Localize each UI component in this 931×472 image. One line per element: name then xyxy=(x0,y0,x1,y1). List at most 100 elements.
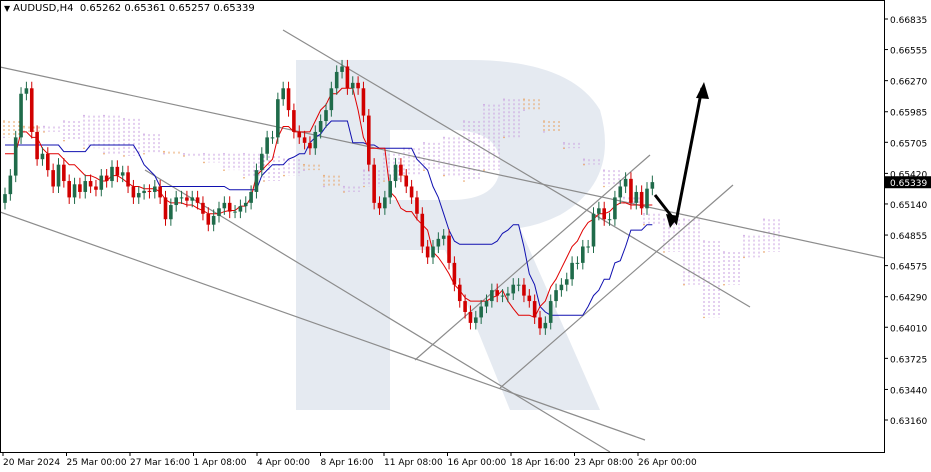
senkou-b-point xyxy=(183,152,185,155)
x-tick-label: 11 Apr 08:00 xyxy=(384,458,443,468)
candle-body xyxy=(62,164,66,182)
candle-body xyxy=(399,164,403,176)
dropdown-triangle-icon[interactable]: ▼ xyxy=(4,4,11,13)
candle-body xyxy=(538,317,542,329)
candle-body xyxy=(110,166,114,182)
senkou-a-point xyxy=(663,251,665,253)
x-tick-label: 8 Apr 16:00 xyxy=(321,458,374,468)
senkou-b-point xyxy=(283,158,285,161)
chart-header: ▼ AUDUSD,H4 0.65262 0.65361 0.65257 0.653… xyxy=(4,3,255,14)
y-tick-label: 0.63440 xyxy=(890,386,927,396)
senkou-b-point xyxy=(43,125,45,128)
kijun-sen-line xyxy=(5,120,653,316)
candle-body xyxy=(206,213,211,225)
candle-body xyxy=(629,178,633,203)
candle-body xyxy=(516,284,521,286)
candle-body xyxy=(431,246,435,258)
candle-body xyxy=(436,238,441,247)
candle-body xyxy=(350,82,355,89)
senkou-b-point xyxy=(603,169,605,171)
candle-body xyxy=(334,71,339,89)
candle-body xyxy=(222,202,227,209)
candle-body xyxy=(372,164,376,203)
senkou-b-point xyxy=(343,185,345,188)
senkou-b-point xyxy=(103,114,105,117)
candle-body xyxy=(35,131,39,160)
candle-body xyxy=(639,191,644,209)
candle-body xyxy=(56,164,61,187)
senkou-a-point xyxy=(683,283,685,286)
candle-body xyxy=(623,178,628,187)
candle-body xyxy=(474,317,478,323)
senkou-a-point xyxy=(403,174,405,177)
y-tick-label: 0.65985 xyxy=(890,109,927,119)
candle-body xyxy=(185,197,189,201)
y-tick-label: 0.66835 xyxy=(890,16,927,26)
senkou-b-point xyxy=(223,152,225,155)
candle-body xyxy=(591,213,596,247)
trendline xyxy=(144,169,611,453)
y-tick-label: 0.64010 xyxy=(890,324,927,334)
candle-body xyxy=(265,137,269,154)
senkou-b-point xyxy=(443,136,445,139)
candle-body xyxy=(297,131,302,138)
senkou-a-point xyxy=(243,176,245,179)
candle-body xyxy=(559,284,564,291)
senkou-a-point xyxy=(343,191,345,193)
senkou-b-point xyxy=(423,142,425,144)
candle-body xyxy=(67,181,71,198)
candle-body xyxy=(495,290,499,296)
candle-body xyxy=(463,301,467,312)
candle-body xyxy=(575,262,580,264)
candle-body xyxy=(404,175,409,187)
candle-body xyxy=(361,88,366,116)
y-tick-label: 0.64290 xyxy=(890,294,927,304)
senkou-b-point xyxy=(703,240,705,242)
y-tick-label: 0.65420 xyxy=(890,170,927,180)
trendline xyxy=(0,66,885,259)
candle-body xyxy=(479,306,483,318)
senkou-b-point xyxy=(463,120,465,122)
candle-body xyxy=(356,82,360,89)
candle-body xyxy=(490,290,494,302)
candle-body xyxy=(345,66,350,89)
senkou-a-point xyxy=(323,174,325,177)
candle-body xyxy=(645,188,649,209)
trendline xyxy=(499,184,734,389)
candle-body xyxy=(72,184,77,198)
candle-body xyxy=(238,206,243,212)
senkou-a-point xyxy=(383,180,385,182)
candle-body xyxy=(8,175,13,195)
x-tick-label: 27 Mar 16:00 xyxy=(130,458,190,468)
senkou-a-point xyxy=(483,169,485,171)
current-price-box xyxy=(885,176,931,189)
candle-body xyxy=(511,284,516,294)
senkou-b-point xyxy=(743,234,745,237)
senkou-b-point xyxy=(203,152,205,155)
candle-body xyxy=(564,279,569,285)
forecast-arrows xyxy=(653,82,709,228)
candle-body xyxy=(19,93,23,138)
senkou-a-point xyxy=(43,131,45,133)
y-tick-label: 0.63160 xyxy=(890,417,927,427)
candle-body xyxy=(522,284,526,296)
trendlines xyxy=(0,29,885,453)
candle-body xyxy=(270,137,275,139)
senkou-a-point xyxy=(103,152,105,155)
senkou-a-point xyxy=(603,185,605,188)
senkou-b-point xyxy=(83,114,85,117)
senkou-a-point xyxy=(423,169,425,171)
candle-body xyxy=(468,311,473,323)
senkou-b-point xyxy=(763,218,765,221)
ohlc-readout: 0.65262 0.65361 0.65257 0.65339 xyxy=(79,3,255,14)
candle-body xyxy=(441,235,446,239)
senkou-b-point xyxy=(363,169,365,171)
candle-body xyxy=(318,121,323,132)
candle-body xyxy=(29,88,34,132)
arrow-head-up xyxy=(696,82,709,99)
trendline xyxy=(0,211,646,441)
candle-body xyxy=(120,172,125,176)
senkou-b-point xyxy=(523,109,525,111)
